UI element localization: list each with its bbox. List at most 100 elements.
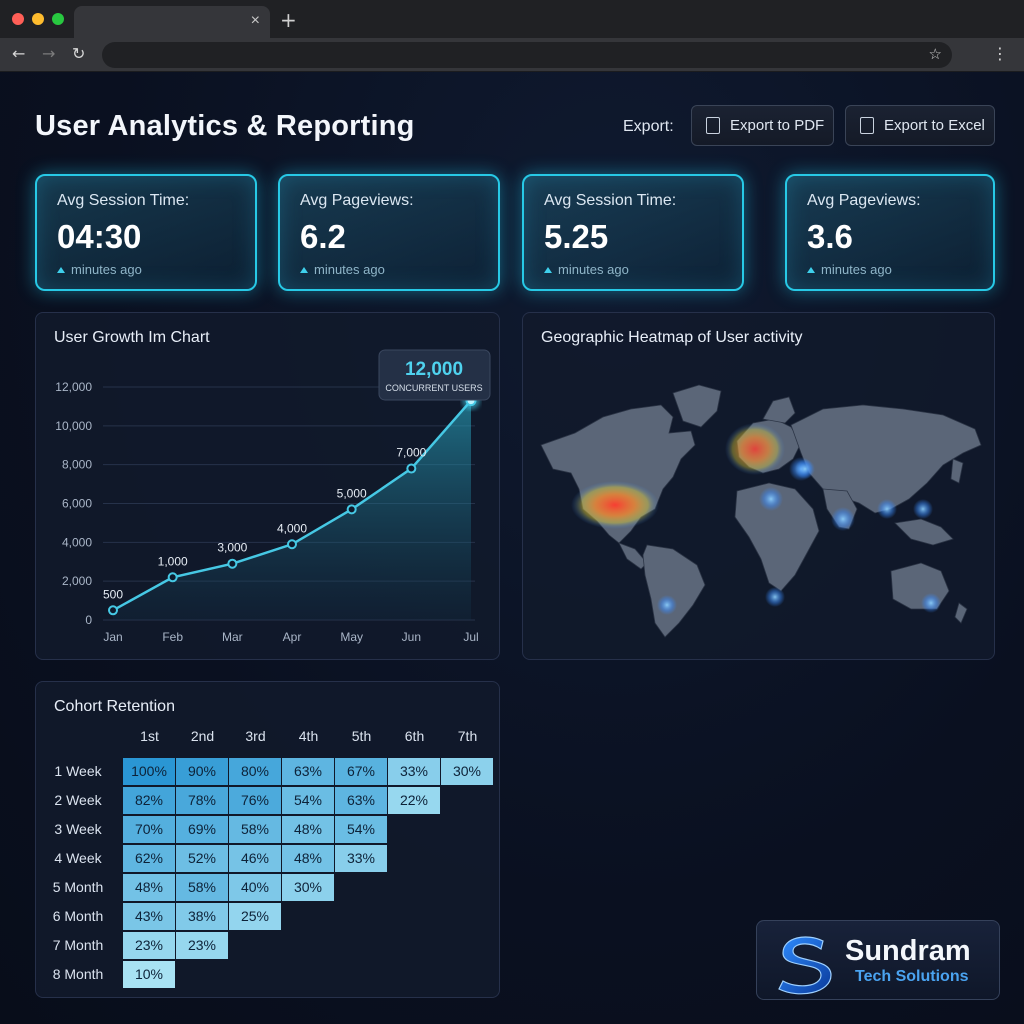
africa-shape xyxy=(734,482,820,592)
southeast-asia-shape xyxy=(894,518,954,546)
y-tick-label: 6,000 xyxy=(62,497,92,511)
cohort-row-label: 8 Month xyxy=(52,966,104,982)
cohort-cell: 40% xyxy=(229,874,281,901)
south-america-shape xyxy=(642,544,706,638)
growth-chart-panel: User Growth Im Chart 0 2,000 4,000 6,000 8,0… xyxy=(35,312,500,660)
cohort-cell: 46% xyxy=(229,845,281,872)
heat-spot-russia xyxy=(795,459,815,479)
data-point xyxy=(227,558,238,569)
y-tick-label: 0 xyxy=(85,613,92,627)
page-title: User Analytics & Reporting xyxy=(35,110,415,142)
heat-spot-southeast-asia xyxy=(877,499,897,519)
heat-spot-south-america xyxy=(657,595,677,615)
cohort-row-label: 4 Week xyxy=(54,850,102,866)
kpi-label: Avg Session Time: xyxy=(544,192,677,209)
export-excel-label: Export to Excel xyxy=(884,117,985,134)
cohort-retention-panel: Cohort Retention 1st 2nd 3rd 4th 5th 6th 7th 1 … xyxy=(35,681,500,998)
data-point xyxy=(108,605,118,616)
forward-icon[interactable]: → xyxy=(42,44,56,63)
cohort-cell: 43% xyxy=(123,903,175,930)
cohort-row-label: 2 Week xyxy=(54,792,102,808)
browser-toolbar: ← → ↻ ☆ ⋮ xyxy=(0,38,1024,72)
kpi-value: 5.25 xyxy=(544,218,609,255)
kpi-card: Avg Pageviews: 6.2 minutes ago xyxy=(278,174,500,291)
world-map xyxy=(540,384,982,638)
data-label: 4,000 xyxy=(277,521,307,535)
browser-menu-icon[interactable]: ⋮ xyxy=(992,44,1008,63)
cohort-cell: 62% xyxy=(123,845,175,872)
browser-tab[interactable]: × xyxy=(74,6,270,38)
maximize-window-button[interactable] xyxy=(52,13,64,25)
cohort-cell: 10% xyxy=(123,961,175,988)
cohort-cell: 48% xyxy=(282,845,334,872)
cohort-cell: 25% xyxy=(229,903,281,930)
kpi-value: 3.6 xyxy=(807,218,853,255)
cohort-column-header: 5th xyxy=(351,728,372,744)
tooltip-value: 12,000 xyxy=(405,359,463,380)
cohort-cell: 70% xyxy=(123,816,175,843)
cohort-column-header: 3rd xyxy=(245,728,266,744)
cohort-row-label: 1 Week xyxy=(54,763,102,779)
kpi-card: Avg Session Time: 04:30 minutes ago xyxy=(35,174,257,291)
trend-up-icon xyxy=(807,267,815,273)
data-label: 5,000 xyxy=(337,486,367,500)
heat-spot-india xyxy=(831,507,855,531)
trend-up-icon xyxy=(300,267,308,273)
logo-subtitle: Tech Solutions xyxy=(855,968,969,985)
growth-tooltip xyxy=(378,349,491,401)
data-label: 500 xyxy=(103,587,123,601)
growth-area xyxy=(113,400,471,620)
geo-heatmap-title: Geographic Heatmap of User activity xyxy=(541,329,803,346)
cohort-cell: 58% xyxy=(176,874,228,901)
reload-icon[interactable]: ↻ xyxy=(72,44,86,63)
kpi-sub: minutes ago xyxy=(821,262,892,277)
tooltip-label: CONCURRENT USERS xyxy=(385,383,482,393)
heat-spot-usa xyxy=(571,481,659,529)
cohort-cell: 23% xyxy=(123,932,175,959)
cohort-cell: 33% xyxy=(335,845,387,872)
cohort-cell: 63% xyxy=(282,758,334,785)
cohort-cell: 80% xyxy=(229,758,281,785)
kpi-card: Avg Pageviews: 3.6 minutes ago xyxy=(785,174,995,291)
cohort-cell: 52% xyxy=(176,845,228,872)
x-tick-label: Jan xyxy=(103,630,122,644)
cohort-column-header: 7th xyxy=(457,728,478,744)
close-window-button[interactable] xyxy=(12,13,24,25)
cohort-cell: 30% xyxy=(441,758,493,785)
browser-tab-bar: × + xyxy=(0,0,1024,38)
heat-spot-europe xyxy=(725,423,785,475)
x-tick-label: Jun xyxy=(402,630,421,644)
minimize-window-button[interactable] xyxy=(32,13,44,25)
address-bar[interactable]: ☆ xyxy=(102,42,952,68)
trend-up-icon xyxy=(544,267,552,273)
back-icon[interactable]: ← xyxy=(12,44,26,63)
export-excel-button[interactable]: Export to Excel xyxy=(845,105,995,146)
kpi-sub: minutes ago xyxy=(71,262,142,277)
heat-spot-australia xyxy=(921,593,941,613)
cohort-row-label: 5 Month xyxy=(52,879,104,895)
bookmark-star-icon[interactable]: ☆ xyxy=(928,45,942,63)
x-tick-label: May xyxy=(340,630,363,644)
export-pdf-button[interactable]: Export to PDF xyxy=(691,105,834,146)
kpi-label: Avg Pageviews: xyxy=(807,192,921,209)
cohort-cell: 33% xyxy=(388,758,440,785)
cohort-cell: 100% xyxy=(123,758,175,785)
company-logo: Sundram Tech Solutions xyxy=(756,920,1000,1000)
data-label: 7,000 xyxy=(396,446,426,460)
kpi-value: 6.2 xyxy=(300,218,346,255)
cohort-cell: 48% xyxy=(282,816,334,843)
cohort-cell: 63% xyxy=(335,787,387,814)
geo-heatmap-panel: Geographic Heatmap of User activity xyxy=(522,312,995,660)
cohort-column-header: 2nd xyxy=(190,728,215,744)
heat-spot-north-africa xyxy=(759,487,783,511)
cohort-row-label: 3 Week xyxy=(54,821,102,837)
new-zealand-shape xyxy=(954,602,968,624)
tab-close-icon[interactable]: × xyxy=(250,12,260,29)
cohort-cell: 58% xyxy=(229,816,281,843)
new-tab-button[interactable]: + xyxy=(280,8,297,32)
kpi-card: Avg Session Time: 5.25 minutes ago xyxy=(522,174,744,291)
y-tick-label: 12,000 xyxy=(55,380,92,394)
japan-shape xyxy=(950,458,964,484)
growth-chart: 0 2,000 4,000 6,000 8,000 10,000 12,000 Jan Feb M… xyxy=(55,349,491,644)
heat-spot-south-africa xyxy=(765,587,785,607)
